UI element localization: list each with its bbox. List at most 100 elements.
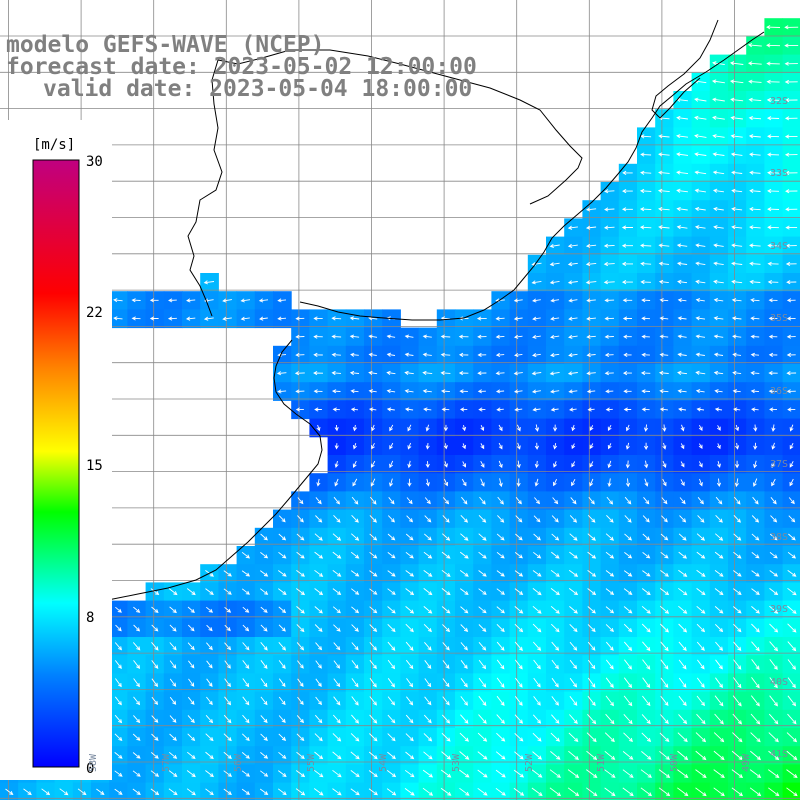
wind-arrow	[786, 298, 796, 303]
wind-arrow	[185, 316, 196, 321]
wind-arrow	[712, 152, 725, 157]
wind-arrow	[607, 460, 612, 469]
wind-arrow	[585, 243, 597, 248]
wind-arrow	[533, 515, 541, 523]
wind-arrow	[406, 515, 414, 523]
wind-arrow	[478, 551, 487, 559]
wind-arrow	[131, 316, 141, 321]
wind-arrow	[480, 443, 485, 450]
wind-arrow	[495, 389, 505, 394]
wind-arrow	[787, 641, 797, 652]
wind-arrow	[785, 207, 798, 212]
wind-arrow	[443, 478, 449, 487]
wind-arrow	[642, 659, 651, 670]
wind-arrow	[313, 371, 324, 376]
wind-arrow	[732, 334, 742, 339]
wind-arrow	[351, 496, 359, 505]
wind-arrow	[733, 570, 742, 577]
colorbar-tick-15: 15	[86, 458, 103, 474]
wind-arrow	[476, 316, 487, 321]
wind-arrow	[477, 352, 487, 357]
wind-arrow	[277, 788, 287, 796]
wind-arrow	[605, 677, 614, 688]
wind-arrow	[732, 352, 742, 357]
wind-arrow	[278, 533, 287, 541]
colorbar-panel: [m/s] 30 22 15 8 0	[0, 120, 112, 780]
lat-label: 38S	[770, 532, 788, 543]
wind-arrow	[479, 496, 486, 505]
wind-arrow	[423, 733, 433, 742]
wind-arrow	[369, 551, 378, 559]
wind-arrow	[587, 407, 595, 412]
wind-arrow	[567, 262, 578, 267]
wind-arrow	[658, 243, 670, 248]
wind-arrow	[643, 424, 649, 432]
wind-arrow	[750, 695, 760, 707]
wind-arrow	[786, 769, 798, 778]
wind-arrow	[169, 751, 178, 759]
wind-arrow	[532, 714, 542, 724]
wind-arrow	[151, 642, 159, 651]
wind-arrow	[752, 478, 758, 487]
wind-arrow	[295, 352, 305, 358]
wind-arrow	[260, 660, 268, 670]
wind-arrow	[587, 588, 597, 596]
wind-arrow	[570, 497, 577, 505]
wind-arrow	[260, 624, 268, 632]
wind-arrow	[150, 788, 160, 796]
wind-arrow	[113, 316, 123, 321]
wind-arrow	[696, 551, 706, 559]
wind-arrow	[188, 660, 195, 669]
wind-arrow	[242, 606, 250, 613]
wind-arrow	[461, 478, 467, 487]
wind-arrow	[352, 443, 357, 450]
wind-arrow	[278, 551, 287, 559]
wind-arrow	[751, 623, 760, 633]
wind-arrow	[534, 460, 539, 469]
wind-arrow	[534, 442, 540, 450]
wind-arrow	[332, 788, 342, 796]
wind-arrow	[442, 696, 450, 706]
wind-arrow	[387, 696, 396, 706]
wind-arrow	[425, 478, 430, 487]
wind-arrow	[440, 334, 451, 339]
wind-arrow	[642, 677, 651, 689]
wind-arrow	[425, 424, 430, 432]
wind-arrow	[714, 588, 724, 596]
wind-arrow	[515, 533, 523, 541]
wind-arrow	[498, 442, 503, 450]
wind-arrow	[784, 170, 798, 175]
wind-arrow	[749, 152, 761, 157]
wind-arrow	[478, 659, 487, 670]
wind-arrow	[676, 243, 688, 248]
wind-arrow	[715, 496, 723, 505]
wind-arrow	[604, 334, 614, 339]
wind-arrow	[422, 370, 433, 375]
wind-arrow	[407, 424, 412, 432]
wind-arrow	[514, 352, 523, 358]
wind-arrow	[713, 297, 724, 303]
wind-arrow	[623, 407, 632, 412]
wind-arrow	[735, 424, 740, 432]
wind-arrow	[784, 79, 798, 84]
wind-arrow	[549, 243, 560, 249]
wind-arrow	[714, 695, 724, 707]
wind-arrow	[622, 787, 634, 797]
wind-arrow	[678, 551, 688, 559]
wind-arrow	[605, 606, 615, 614]
wind-arrow	[658, 261, 670, 266]
wind-arrow	[405, 570, 415, 577]
wind-arrow	[551, 677, 559, 688]
wind-arrow	[404, 389, 414, 394]
wind-arrow	[550, 389, 560, 394]
wind-arrow	[713, 334, 724, 339]
wind-arrow	[132, 752, 141, 759]
wind-arrow	[551, 533, 560, 541]
wind-arrow	[623, 570, 633, 577]
wind-arrow	[787, 659, 796, 670]
wind-arrow	[713, 750, 725, 761]
wind-arrow	[333, 514, 341, 523]
wind-arrow	[733, 606, 742, 614]
wind-arrow	[331, 370, 342, 376]
wind-arrow	[349, 370, 360, 376]
